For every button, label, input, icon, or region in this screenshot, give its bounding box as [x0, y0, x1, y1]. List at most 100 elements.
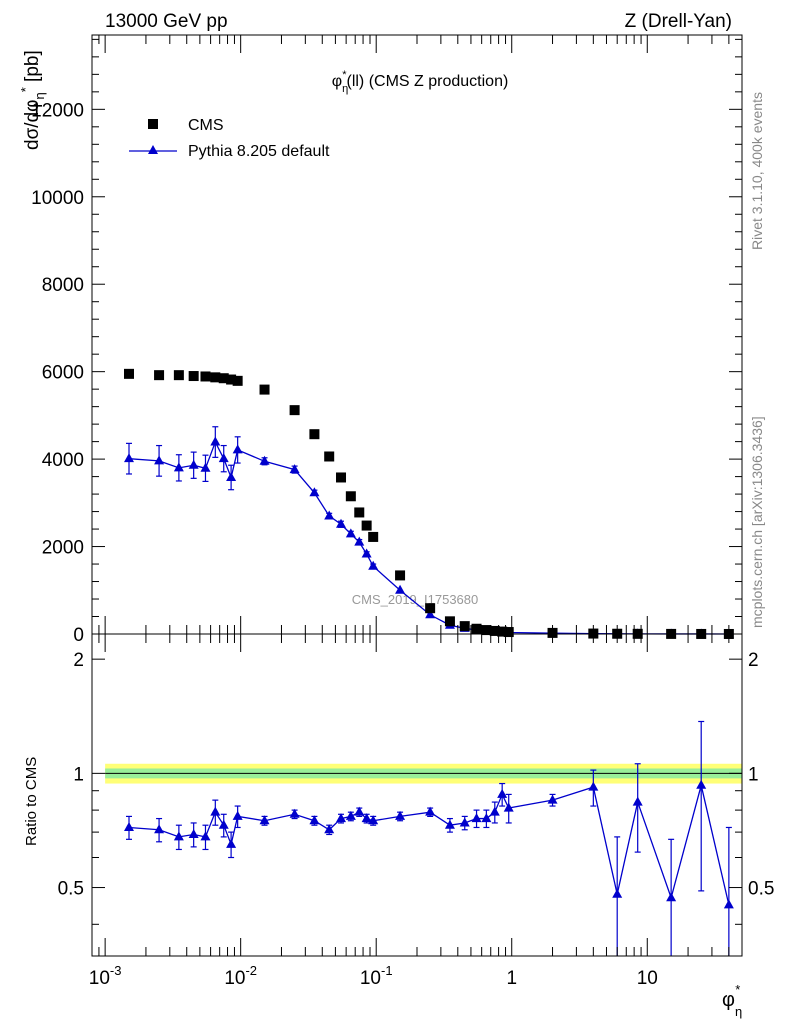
ratio-point — [481, 813, 492, 823]
cms-point — [471, 623, 482, 634]
ratio-point — [232, 810, 243, 820]
ratio-point — [489, 806, 500, 816]
legend-cms-label: CMS — [188, 117, 224, 134]
mc-point — [368, 560, 379, 570]
mc-point — [345, 528, 356, 538]
ratio-axes: 0.5 0.5 1 1 2 2 — [58, 633, 774, 957]
header-left: 13000 GeV pp — [105, 11, 228, 32]
ratio-point — [259, 815, 270, 825]
ratio-point — [425, 806, 436, 816]
y-axis-label: dσ/dφη* [pb] — [18, 50, 47, 150]
ratio-point — [632, 796, 643, 806]
x-tick-label: 10-3 — [89, 963, 122, 989]
ratio-point — [289, 808, 300, 818]
watermark: CMS_2019_I1753680 — [352, 592, 479, 607]
legend: CMS Pythia 8.205 default — [129, 117, 330, 160]
cms-point — [259, 384, 270, 395]
y-tick-label: 0 — [73, 625, 84, 646]
main-axes: 0 2000 4000 6000 8000 10000 12000 — [31, 34, 743, 646]
mc-line — [128, 440, 729, 635]
cms-point — [289, 405, 300, 416]
cms-point — [324, 451, 335, 462]
y-tick-label: 4000 — [42, 450, 84, 471]
cms-point — [425, 603, 436, 614]
ratio-point — [503, 802, 514, 812]
cms-point — [210, 372, 221, 383]
y-tick-label: 2000 — [42, 538, 84, 559]
cms-point — [154, 370, 165, 381]
ratio-point — [588, 781, 599, 791]
ratio-point — [666, 892, 677, 902]
cms-point — [395, 570, 406, 581]
cms-point — [497, 626, 508, 637]
cms-point — [489, 625, 500, 636]
ratio-y-axis-label: Ratio to CMS — [23, 757, 40, 846]
legend-cms-marker — [148, 119, 158, 129]
ratio-panel: 0.5 0.51 12 2 Ratio to CMS 10-3 10-2 10-1 1 10 … — [23, 633, 774, 1019]
cms-point — [354, 507, 365, 518]
mc-point — [188, 459, 199, 469]
ratio-point — [612, 888, 623, 898]
ratio-point — [154, 824, 165, 834]
ratio-point — [723, 899, 734, 909]
main-panel: φη*(ll) (CMS Z production) CMS_2019_I175… — [18, 34, 743, 646]
mc-point — [226, 471, 237, 481]
mc-point — [200, 462, 211, 472]
cms-point — [503, 627, 514, 638]
cms-point — [124, 368, 135, 379]
y-tick-label: 6000 — [42, 363, 84, 384]
cms-point — [226, 374, 237, 385]
ratio-point — [188, 828, 199, 838]
ratio-frame — [91, 633, 743, 957]
mc-point — [154, 455, 165, 465]
ratio-point — [226, 838, 237, 848]
x-tick-label: 10-2 — [224, 963, 257, 989]
ratio-y-tick-label: 1 — [73, 764, 84, 785]
cms-point — [368, 531, 379, 542]
ratio-point — [324, 824, 335, 834]
cms-point — [173, 370, 184, 381]
mc-point — [289, 464, 300, 474]
y-tick-label: 8000 — [42, 275, 84, 296]
cms-point — [336, 472, 347, 483]
mc-point — [210, 436, 221, 446]
header-right: Z (Drell-Yan) — [625, 11, 732, 32]
cms-point — [200, 371, 211, 382]
x-tick-label: 10 — [637, 968, 658, 989]
cms-point — [481, 625, 492, 636]
ratio-point — [354, 806, 365, 816]
ratio-point — [336, 813, 347, 823]
ratio-point — [696, 779, 707, 789]
ratio-point — [459, 817, 470, 827]
ratio-y-tick-label: 2 — [73, 650, 84, 671]
legend-mc-label: Pythia 8.205 default — [188, 143, 330, 160]
ratio-point — [210, 806, 221, 816]
ratio-point — [218, 819, 229, 829]
ratio-point — [124, 821, 135, 831]
x-tick-label: 1 — [506, 968, 517, 989]
mc-point — [336, 518, 347, 528]
y-tick-label: 12000 — [31, 100, 84, 121]
x-tick-label: 10-1 — [360, 963, 393, 989]
mc-point — [361, 548, 372, 558]
mc-point — [259, 455, 270, 465]
ratio-point — [200, 831, 211, 841]
cms-point — [218, 373, 229, 384]
y-tick-label: 10000 — [31, 188, 84, 209]
ratio-point — [497, 788, 508, 798]
ratio-point — [471, 813, 482, 823]
ratio-point — [361, 813, 372, 823]
mc-point — [354, 536, 365, 546]
cms-point — [361, 520, 372, 531]
ratio-y-tick-label-right: 2 — [748, 650, 759, 671]
mc-point — [425, 609, 436, 619]
legend-mc-marker — [148, 145, 158, 154]
mc-point — [218, 453, 229, 463]
ratio-point — [395, 810, 406, 820]
cms-point — [444, 616, 455, 627]
ratio-point — [547, 794, 558, 804]
ratio-y-tick-label-right: 0.5 — [748, 879, 774, 900]
ratio-point — [345, 810, 356, 820]
mc-point — [309, 487, 320, 497]
